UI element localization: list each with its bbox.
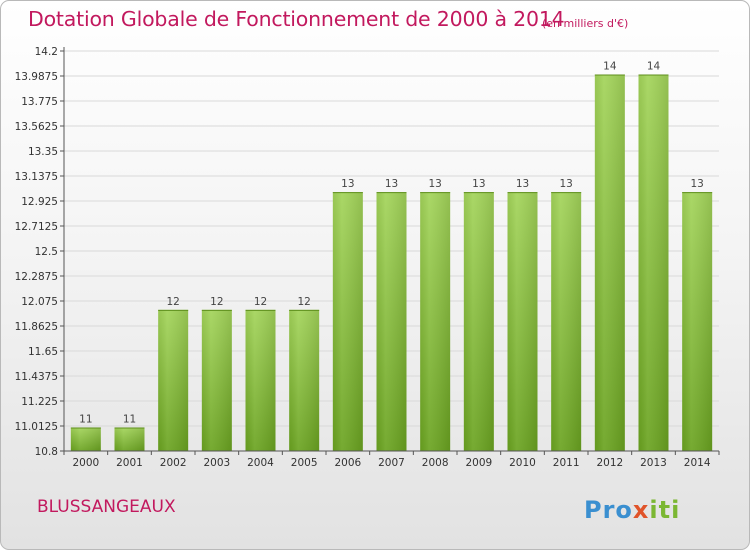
y-tick-label: 11.4375 [15,371,58,383]
y-tick-label: 13.775 [21,96,58,108]
x-tick-label: 2005 [291,457,318,469]
bars [70,74,713,452]
x-tick-label: 2012 [596,457,623,469]
data-label: 11 [79,413,92,425]
y-tick-label: 11.0125 [15,421,58,433]
bar-shade [201,309,232,451]
bar-shade [594,74,625,451]
y-tick-label: 12.925 [21,196,58,208]
bar-shade [463,192,494,452]
bar-shade [289,309,320,451]
bar-shade [70,427,101,451]
bar-shade [114,427,145,451]
bar-shade [376,192,407,452]
svg-text:Proxiti: Proxiti [584,496,680,524]
y-tick-label: 11.8625 [15,321,58,333]
x-tick-label: 2010 [509,457,536,469]
commune-name: BLUSSANGEAUX [37,497,176,517]
y-tick-label: 13.9875 [15,71,58,83]
data-label: 13 [559,178,572,190]
y-tick-label: 11.225 [21,396,58,408]
bar-shade [332,192,363,452]
x-tick-label: 2001 [116,457,143,469]
data-label: 13 [516,178,529,190]
proxiti-logo: Proxiti [584,496,680,524]
x-tick-label: 2011 [553,457,580,469]
y-tick-label: 11.65 [28,346,58,358]
data-label: 14 [647,61,661,73]
y-tick-label: 12.5 [35,246,58,258]
x-tick-label: 2013 [640,457,667,469]
x-tick-label: 2009 [465,457,492,469]
axes [60,47,720,455]
data-label: 13 [472,178,485,190]
x-tick-label: 2004 [247,457,274,469]
y-tick-label: 12.2875 [15,271,58,283]
bar-shade [638,74,669,451]
x-tick-label: 2008 [422,457,449,469]
data-label: 13 [690,178,703,190]
data-label: 12 [254,296,267,308]
data-label: 13 [341,178,354,190]
logo-suffix: iti [649,496,680,524]
y-tick-label: 12.7125 [15,221,58,233]
x-tick-label: 2003 [203,457,230,469]
bar-shade [682,192,713,452]
data-label: 11 [123,413,136,425]
data-label: 12 [210,296,223,308]
labels: 14.2 13.9875 13.775 13.5625 13.35 13.1375 12.9… [15,46,711,469]
logo-x: x [633,496,649,524]
chart-title: Dotation Globale de Fonctionnement de 20… [28,7,565,31]
x-tick-label: 2007 [378,457,405,469]
y-tick-label: 12.075 [21,296,58,308]
data-label: 12 [166,296,179,308]
x-tick-label: 2000 [72,457,99,469]
logo-prefix: Pro [584,496,633,524]
x-tick-label: 2006 [334,457,361,469]
data-label: 14 [603,61,617,73]
y-tick-label: 13.1375 [15,171,58,183]
y-tick-label: 14.2 [35,46,58,58]
y-tick-label: 13.5625 [15,121,58,133]
bar-shade [158,309,189,451]
x-tick-label: 2014 [684,457,711,469]
data-label: 12 [297,296,310,308]
x-tick-label: 2002 [160,457,187,469]
bar-shade [507,192,538,452]
unit-note: (en milliers d'€) [542,17,629,30]
data-label: 13 [385,178,398,190]
data-label: 13 [428,178,441,190]
bar-shade [245,309,276,451]
y-tick-label: 13.35 [28,146,58,158]
y-tick-label: 10.8 [35,446,58,458]
bar-shade [420,192,451,452]
bar-shade [551,192,582,452]
